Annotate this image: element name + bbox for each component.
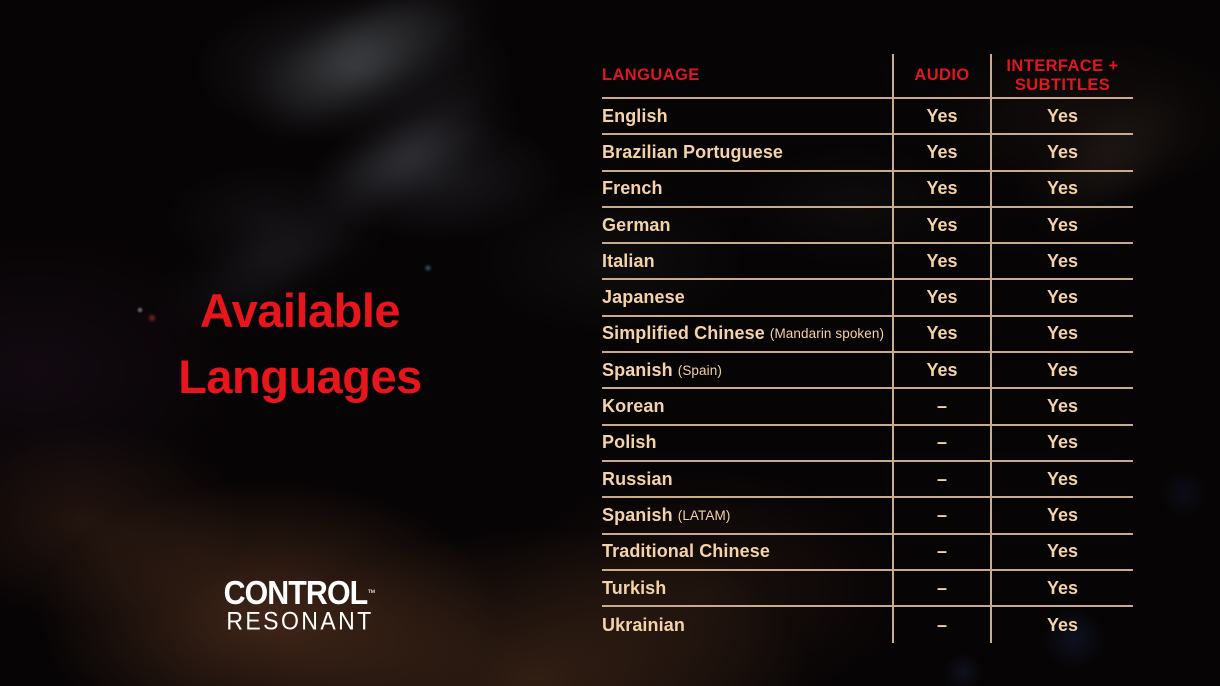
language-cell: Polish (602, 426, 892, 460)
interface-subtitles-value: Yes (990, 570, 1133, 606)
audio-value: Yes (892, 99, 990, 134)
header-language: LANGUAGE (602, 66, 700, 84)
language-name: Japanese (602, 287, 685, 308)
page-title: Available Languages (0, 278, 600, 410)
language-name: Italian (602, 250, 655, 271)
table-row: Italian Yes Yes (602, 244, 1133, 281)
header-interface-subtitles: INTERFACE + SUBTITLES (990, 54, 1133, 97)
audio-value: Yes (892, 135, 990, 170)
audio-value: – (892, 570, 990, 606)
language-name: German (602, 214, 671, 235)
language-name: French (602, 178, 663, 199)
page-title-line-1: Available (199, 284, 401, 337)
audio-value: – (892, 389, 990, 424)
language-name: English (602, 105, 668, 126)
table-row: Spanish (Spain) Yes Yes (602, 353, 1133, 390)
page-title-line-2: Languages (178, 350, 422, 403)
audio-value: – (892, 498, 990, 533)
language-cell: Brazilian Portuguese (602, 135, 892, 169)
logo-brand-text: CONTROL™ (224, 576, 376, 610)
interface-subtitles-value: Yes (990, 280, 1133, 315)
language-name: Turkish (602, 577, 667, 598)
interface-subtitles-value: Yes (990, 389, 1133, 424)
interface-subtitles-value: Yes (990, 353, 1133, 388)
language-cell: Ukrainian (602, 607, 892, 643)
language-cell: German (602, 208, 892, 242)
audio-value: – (892, 425, 990, 460)
interface-subtitles-value: Yes (990, 316, 1133, 352)
language-cell: Spanish (LATAM) (602, 498, 892, 532)
language-name: Spanish (602, 504, 673, 525)
language-name: Polish (602, 432, 657, 453)
interface-subtitles-value: Yes (990, 99, 1133, 134)
audio-value: Yes (892, 207, 990, 243)
language-cell: Korean (602, 389, 892, 423)
audio-value: Yes (892, 353, 990, 388)
language-cell: Turkish (602, 571, 892, 605)
table-row: Spanish (LATAM) – Yes (602, 498, 1133, 535)
table-row: Brazilian Portuguese Yes Yes (602, 135, 1133, 172)
language-name: Korean (602, 396, 665, 417)
interface-subtitles-value: Yes (990, 244, 1133, 279)
interface-subtitles-value: Yes (990, 534, 1133, 569)
language-cell: Traditional Chinese (602, 535, 892, 569)
language-note: (Mandarin spoken) (769, 326, 885, 342)
logo-brand: CONTROL (224, 573, 369, 612)
audio-value: Yes (892, 171, 990, 206)
language-name: Ukrainian (602, 614, 685, 635)
audio-value: Yes (892, 316, 990, 352)
audio-value: – (892, 607, 990, 644)
interface-subtitles-value: Yes (990, 498, 1133, 533)
interface-subtitles-value: Yes (990, 171, 1133, 206)
table-row: English Yes Yes (602, 99, 1133, 136)
table-row: Polish – Yes (602, 425, 1133, 462)
table-row: German Yes Yes (602, 207, 1133, 245)
table-row: Russian – Yes (602, 461, 1133, 499)
interface-subtitles-value: Yes (990, 607, 1133, 644)
language-note: (Spain) (677, 362, 722, 378)
table-row: French Yes Yes (602, 171, 1133, 208)
language-name: Spanish (602, 359, 673, 380)
language-cell: Italian (602, 244, 892, 278)
table-row: Japanese Yes Yes (602, 280, 1133, 317)
language-cell: Japanese (602, 280, 892, 314)
left-panel: Available Languages CONTROL™ RESONANT (0, 0, 600, 686)
audio-value: – (892, 461, 990, 497)
audio-value: Yes (892, 244, 990, 279)
language-cell: Russian (602, 462, 892, 496)
audio-value: Yes (892, 280, 990, 315)
language-name: Russian (602, 468, 673, 489)
control-resonant-logo: CONTROL™ RESONANT (0, 576, 600, 636)
table-row: Korean – Yes (602, 389, 1133, 426)
trademark-symbol: ™ (367, 587, 376, 599)
table-row: Turkish – Yes (602, 570, 1133, 608)
language-cell: English (602, 99, 892, 133)
header-audio: AUDIO (892, 54, 990, 97)
language-cell: Simplified Chinese (Mandarin spoken) (602, 317, 892, 351)
table-header-row: LANGUAGE AUDIO INTERFACE + SUBTITLES (602, 54, 1133, 99)
audio-value: – (892, 534, 990, 569)
interface-subtitles-value: Yes (990, 207, 1133, 243)
table-row: Simplified Chinese (Mandarin spoken) Yes Ye… (602, 316, 1133, 354)
language-cell: Spanish (Spain) (602, 353, 892, 387)
language-cell: French (602, 172, 892, 206)
language-name: Simplified Chinese (602, 323, 765, 344)
language-note: (LATAM) (677, 507, 731, 523)
table-row: Traditional Chinese – Yes (602, 534, 1133, 571)
interface-subtitles-value: Yes (990, 425, 1133, 460)
interface-subtitles-value: Yes (990, 461, 1133, 497)
logo-edition: RESONANT (226, 607, 374, 636)
language-name: Brazilian Portuguese (602, 141, 784, 162)
table-row: Ukrainian – Yes (602, 607, 1133, 644)
languages-table: LANGUAGE AUDIO INTERFACE + SUBTITLES Eng… (602, 54, 1133, 644)
language-name: Traditional Chinese (602, 541, 770, 562)
interface-subtitles-value: Yes (990, 135, 1133, 170)
